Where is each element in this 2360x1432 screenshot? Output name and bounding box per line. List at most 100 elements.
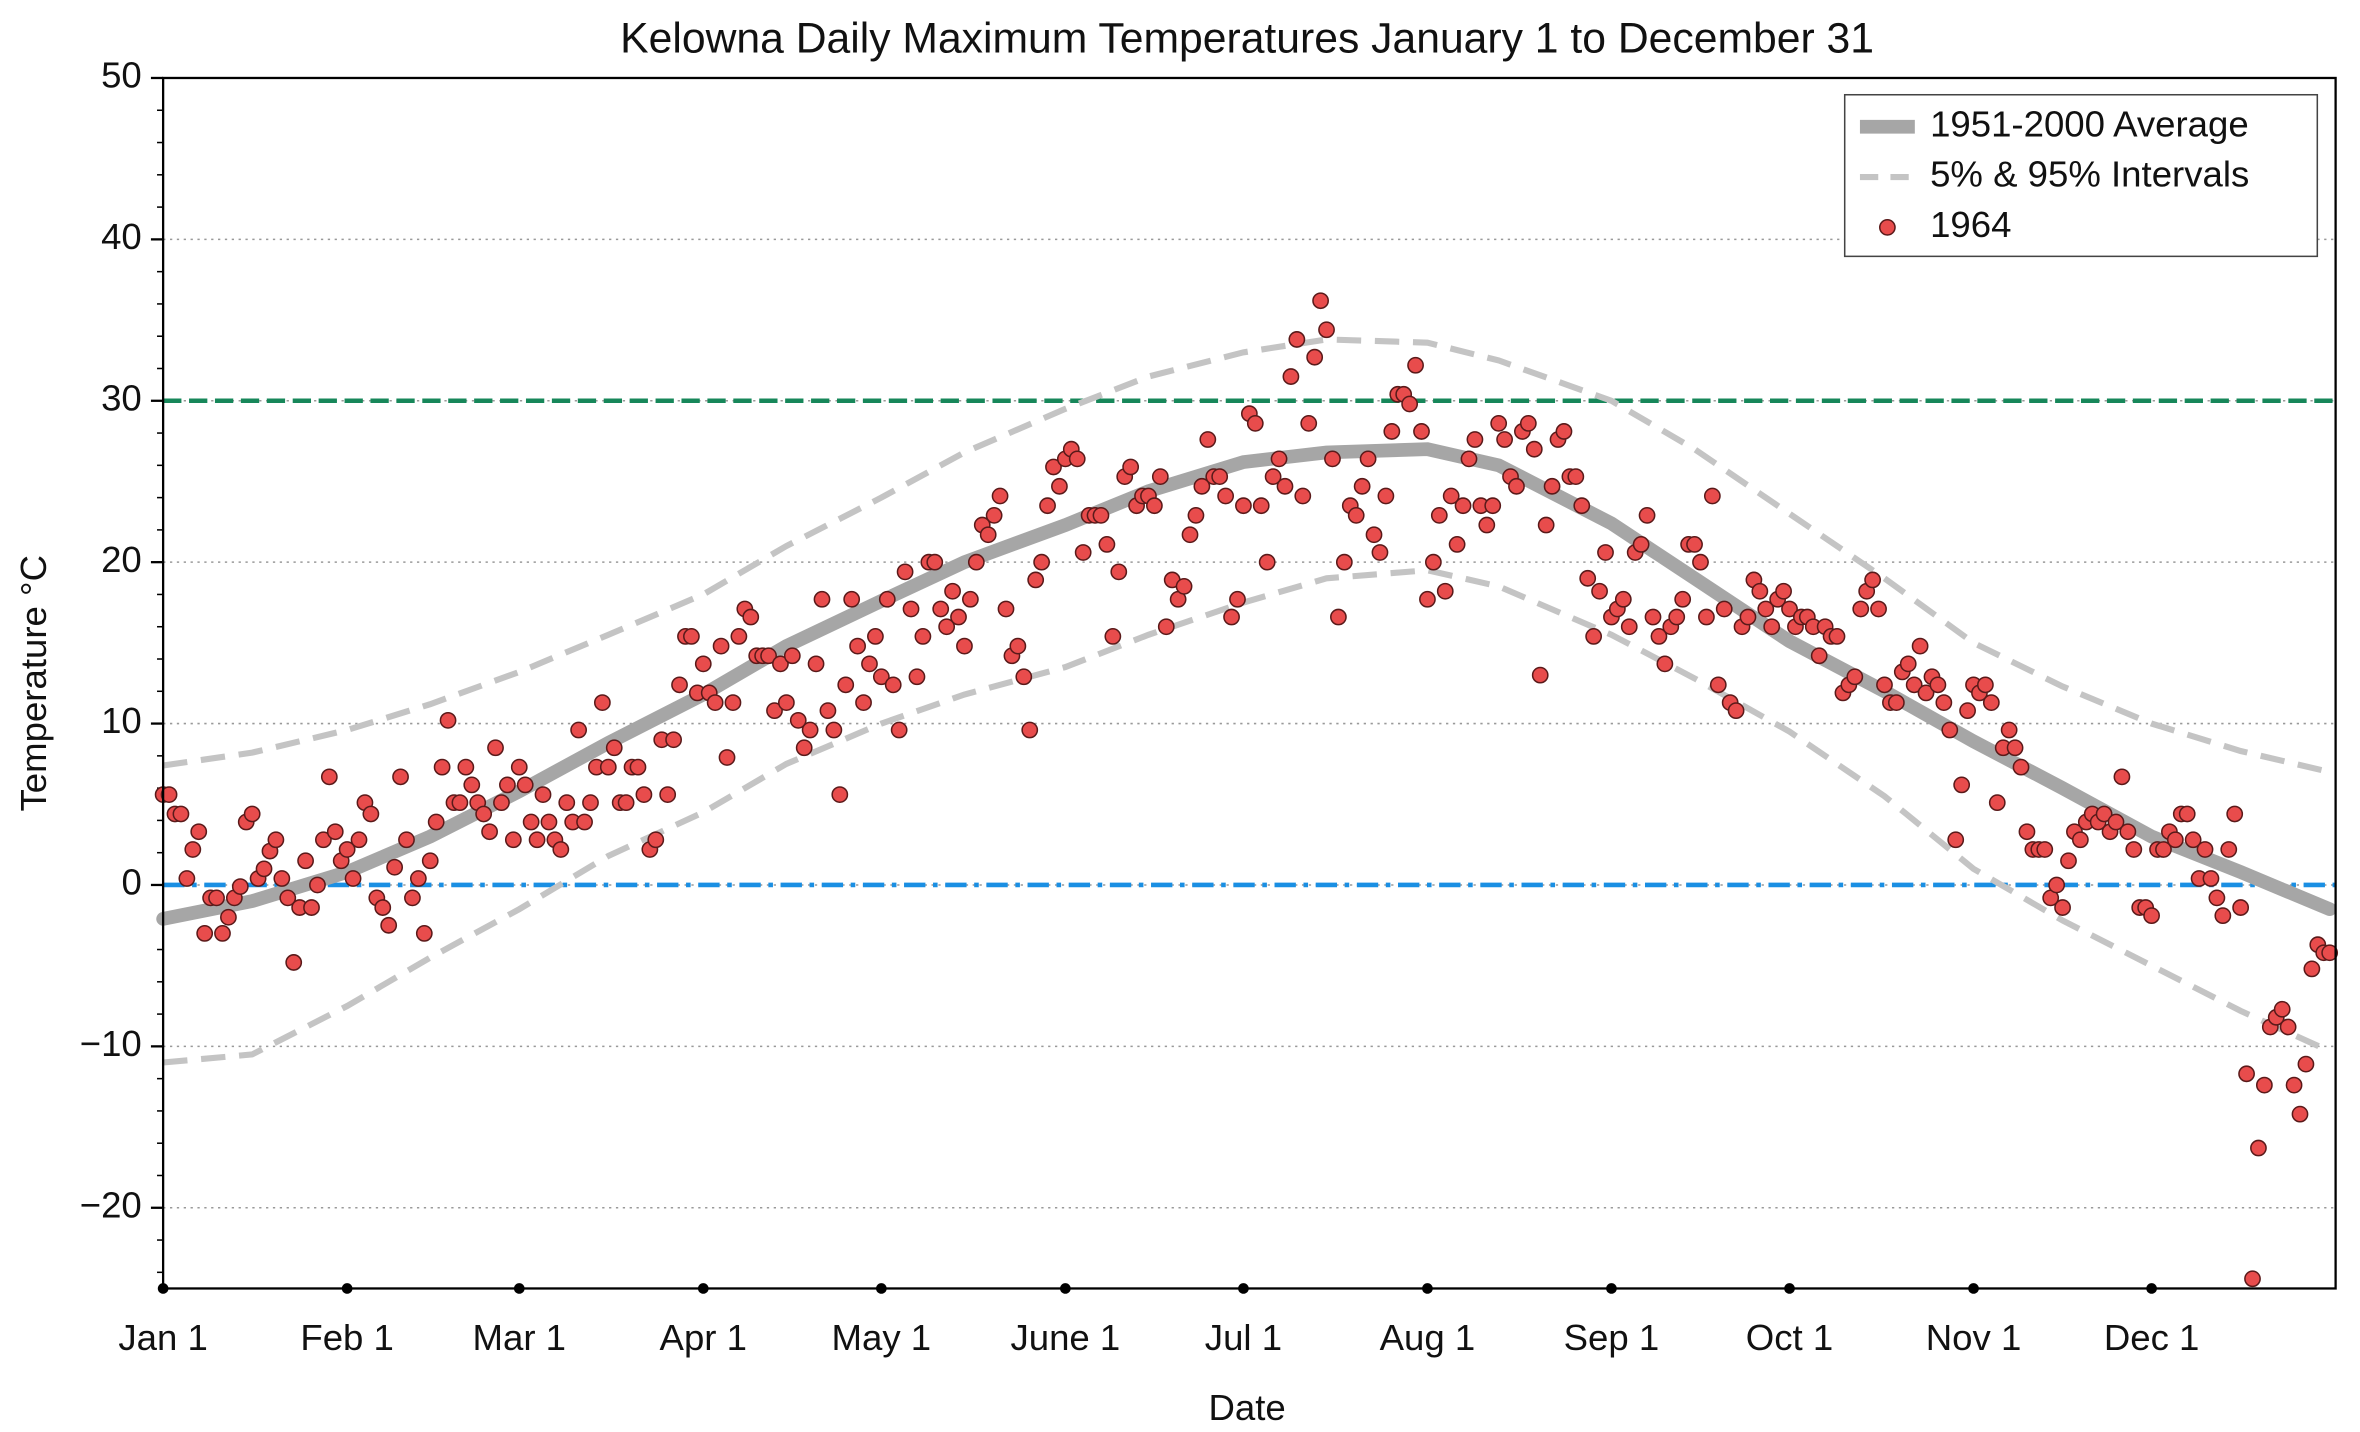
data-point	[1365, 526, 1383, 544]
data-point	[243, 805, 261, 823]
data-point	[1276, 477, 1294, 495]
y-tick-label: 30	[101, 377, 142, 418]
data-point	[427, 813, 445, 831]
data-point	[724, 694, 742, 711]
data-point	[326, 823, 344, 841]
data-point	[979, 526, 997, 544]
data-point	[309, 876, 326, 894]
data-point	[1009, 637, 1027, 655]
data-point	[2107, 813, 2125, 831]
data-point	[1122, 458, 1140, 476]
data-point	[831, 786, 849, 803]
y-tick-label: 0	[121, 862, 141, 903]
data-point	[1953, 776, 1971, 794]
data-point	[1199, 431, 1217, 448]
data-point	[1306, 348, 1324, 366]
data-point	[1157, 618, 1175, 636]
data-point	[2054, 899, 2071, 916]
x-tick-label: June 1	[1010, 1317, 1120, 1358]
data-point	[665, 731, 682, 749]
data-point	[985, 506, 1003, 524]
data-point	[1917, 684, 1935, 702]
data-point	[932, 600, 950, 618]
data-point	[760, 647, 777, 665]
y-tick-label: 20	[101, 539, 142, 580]
x-tick-label: Dec 1	[2104, 1317, 2200, 1358]
data-point	[2321, 944, 2339, 962]
data-point	[855, 694, 872, 711]
data-point	[1264, 468, 1282, 486]
data-point	[1347, 506, 1365, 524]
data-point	[1674, 590, 1692, 608]
data-point	[1763, 618, 1781, 636]
data-point	[208, 889, 225, 907]
data-point	[499, 776, 516, 794]
x-axis-label: Date	[1208, 1387, 1285, 1428]
data-point	[997, 600, 1015, 618]
x-tick-label: Feb 1	[300, 1317, 394, 1358]
data-point	[1959, 702, 1976, 720]
data-point	[433, 758, 451, 776]
data-point	[481, 823, 498, 841]
data-point	[1401, 395, 1419, 413]
data-point	[463, 776, 481, 794]
data-point	[813, 590, 831, 608]
data-point	[1899, 655, 1917, 673]
data-point	[1727, 702, 1745, 720]
data-point	[504, 831, 522, 849]
legend-box	[1843, 93, 2319, 258]
data-point	[1656, 655, 1674, 673]
data-point	[1852, 600, 1870, 618]
data-point	[807, 655, 825, 673]
data-point	[843, 590, 861, 608]
data-point	[528, 831, 546, 849]
data-point	[1870, 600, 1887, 618]
data-point	[908, 668, 926, 686]
data-point	[350, 831, 368, 849]
data-point	[439, 711, 457, 729]
data-point	[1211, 468, 1229, 486]
data-point	[582, 794, 599, 812]
data-point	[2244, 1270, 2261, 1288]
data-point	[1027, 571, 1045, 589]
data-point	[825, 721, 843, 739]
data-point	[605, 739, 623, 757]
data-point	[956, 637, 973, 655]
data-point	[1775, 582, 1792, 600]
data-point	[1092, 506, 1110, 524]
y-axis-label: Temperature °C	[13, 555, 54, 812]
data-point	[2036, 841, 2054, 858]
data-point	[1324, 450, 1341, 468]
data-point	[475, 805, 493, 823]
data-point	[777, 694, 795, 711]
x-tick-label: May 1	[832, 1317, 932, 1358]
data-point	[1484, 497, 1502, 515]
x-tick-label: Jan 1	[118, 1317, 207, 1358]
data-point	[1294, 487, 1312, 505]
data-point	[1650, 628, 1668, 645]
data-point	[2095, 805, 2113, 823]
data-point	[522, 813, 540, 831]
data-point	[742, 608, 760, 626]
data-point	[1098, 536, 1116, 553]
data-point	[694, 655, 712, 673]
data-point	[285, 954, 303, 971]
data-point	[570, 721, 588, 739]
data-point	[730, 628, 748, 645]
data-point	[801, 721, 819, 739]
data-point	[1330, 608, 1347, 626]
data-point	[718, 749, 736, 766]
data-point	[2071, 831, 2089, 849]
data-point	[2279, 1018, 2297, 1036]
data-point	[950, 608, 967, 626]
data-point	[1288, 331, 1306, 348]
data-point	[1828, 628, 1846, 645]
data-point	[1466, 431, 1484, 448]
x-tick-label: Aug 1	[1380, 1317, 1476, 1358]
data-point	[2232, 899, 2250, 916]
data-point	[783, 647, 801, 665]
data-point	[398, 831, 415, 849]
data-point	[1353, 477, 1371, 495]
data-point	[671, 676, 688, 694]
